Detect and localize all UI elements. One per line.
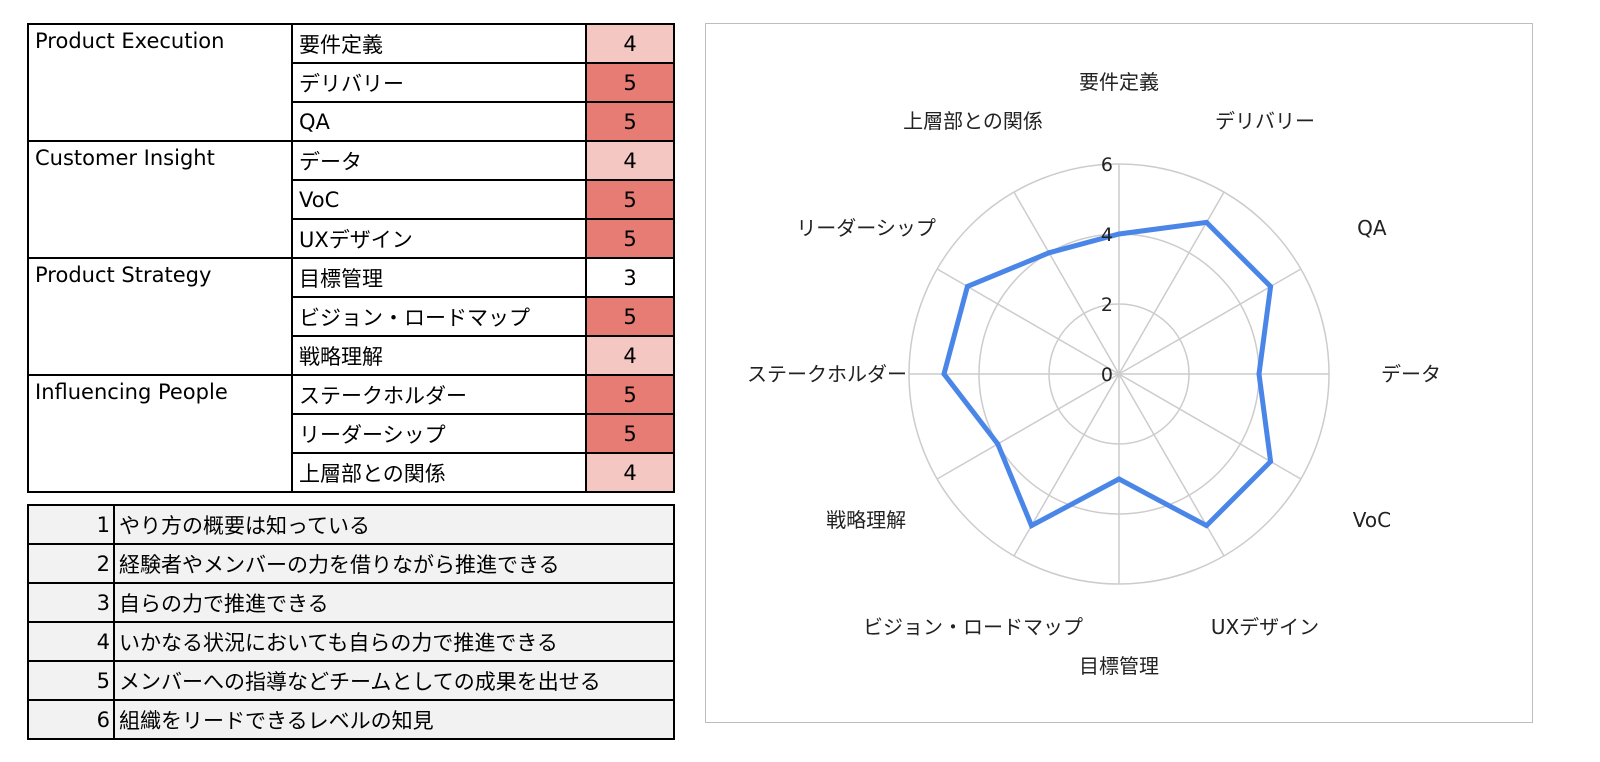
tick-label: 0 [1101, 364, 1113, 386]
axis-label: VoC [1353, 508, 1391, 532]
skill-row: Product Execution 要件定義 4 [27, 23, 675, 142]
level-number-cell: 5 [27, 660, 115, 701]
skill-name-cell: VoC [291, 179, 587, 220]
score-cell: 4 [585, 335, 675, 376]
skill-name-cell: 目標管理 [291, 257, 587, 298]
axis-label: QA [1357, 216, 1387, 240]
skill-name-cell: ビジョン・ロードマップ [291, 296, 587, 337]
tick-label: 4 [1101, 224, 1113, 246]
skill-row: Influencing People ステークホルダー 5 [27, 374, 675, 493]
legend-row: 5 メンバーへの指導などチームとしての成果を出せる [27, 660, 675, 701]
category-cell: Customer Insight [27, 140, 293, 259]
legend-row: 3 自らの力で推進できる [27, 582, 675, 623]
level-description-cell: いかなる状況においても自らの力で推進できる [113, 621, 675, 662]
score-cell: 5 [585, 296, 675, 337]
level-description-cell: 自らの力で推進できる [113, 582, 675, 623]
data-point [1204, 523, 1209, 529]
skill-row: VoC 5 [28, 179, 675, 220]
level-description-cell: やり方の概要は知っている [113, 504, 675, 545]
radar-chart-panel: 0 2 4 6 要件定義デリバリー QA データ VoC UXデザイン目標管理 ビジョン・ロードマ… [705, 23, 1533, 723]
level-number-cell: 4 [27, 621, 115, 662]
skill-row: UXデザイン 5 [28, 218, 675, 259]
grid-spoke [1118, 268, 1302, 375]
axis-label: UXデザイン [1211, 615, 1319, 639]
score-cell: 5 [585, 374, 675, 415]
grid-spoke [1118, 191, 1225, 375]
data-point [1204, 219, 1209, 225]
axis-label: 上層部との関係 [903, 109, 1043, 133]
legend-row: 4 いかなる状況においても自らの力で推進できる [27, 621, 675, 662]
skill-row: リーダーシップ 5 [28, 413, 675, 454]
data-point [1268, 284, 1274, 289]
skill-row: 戦略理解 4 [28, 335, 675, 376]
skills-table: Product Execution 要件定義 4 デリバリー 5 QA 5 Customer … [27, 23, 675, 493]
axis-label: ステークホルダー [747, 362, 907, 386]
skill-name-cell: 上層部との関係 [291, 452, 587, 493]
skill-name-cell: リーダーシップ [291, 413, 587, 454]
data-point [995, 441, 1001, 447]
grid-spoke [1013, 373, 1120, 557]
data-point [1116, 231, 1122, 237]
skill-name-cell: UXデザイン [291, 218, 587, 259]
axis-label: デリバリー [1215, 109, 1315, 133]
score-cell: 4 [585, 452, 675, 493]
level-number-cell: 3 [27, 582, 115, 623]
level-description-cell: 組織をリードできるレベルの知見 [113, 699, 675, 740]
score-cell: 4 [585, 23, 675, 64]
axis-label: 要件定義 [1079, 70, 1159, 94]
score-cell: 3 [585, 257, 675, 298]
data-point [1256, 371, 1262, 377]
level-description-cell: 経験者やメンバーの力を借りながら推進できる [113, 543, 675, 584]
grid-spoke [936, 268, 1120, 375]
data-point [964, 284, 970, 289]
skill-name-cell: ステークホルダー [291, 374, 587, 415]
skill-row: Product Strategy 目標管理 3 [27, 257, 675, 376]
legend-row: 2 経験者やメンバーの力を借りながら推進できる [27, 543, 675, 584]
data-point [1116, 476, 1122, 482]
skill-name-cell: QA [291, 101, 587, 142]
legend-row: 6 組織をリードできるレベルの知見 [27, 699, 675, 740]
axis-label: ビジョン・ロードマップ [863, 615, 1083, 639]
tick-label: 2 [1101, 294, 1113, 316]
level-legend-table: 1 やり方の概要は知っている 2 経験者やメンバーの力を借りながら推進できる 3 自らの力… [27, 504, 675, 740]
skill-row: Customer Insight データ 4 [27, 140, 675, 259]
score-cell: 5 [585, 179, 675, 220]
skill-name-cell: デリバリー [291, 62, 587, 103]
grid-spoke [1118, 373, 1302, 480]
axis-label: 目標管理 [1079, 654, 1159, 678]
skill-row: 上層部との関係 4 [28, 452, 675, 493]
level-description-cell: メンバーへの指導などチームとしての成果を出せる [113, 660, 675, 701]
score-cell: 5 [585, 413, 675, 454]
level-number-cell: 6 [27, 699, 115, 740]
data-point [941, 371, 947, 377]
category-cell: Influencing People [27, 374, 293, 493]
skill-name-cell: データ [291, 140, 587, 181]
axis-label: 戦略理解 [826, 508, 906, 532]
score-cell: 5 [585, 218, 675, 259]
tick-label: 6 [1101, 154, 1113, 176]
axis-label: データ [1381, 362, 1441, 386]
data-point [1046, 250, 1052, 256]
skill-name-cell: 戦略理解 [291, 335, 587, 376]
skill-row: デリバリー 5 [28, 62, 675, 103]
skill-row: ビジョン・ロードマップ 5 [28, 296, 675, 337]
skill-row: QA 5 [28, 101, 675, 142]
grid-spoke [936, 373, 1120, 480]
category-cell: Product Strategy [27, 257, 293, 376]
level-number-cell: 2 [27, 543, 115, 584]
grid-spoke [1118, 373, 1225, 557]
grid-spoke [1013, 191, 1120, 375]
score-cell: 5 [585, 62, 675, 103]
axis-label: リーダーシップ [796, 216, 936, 240]
legend-row: 1 やり方の概要は知っている [27, 504, 675, 545]
score-cell: 4 [585, 140, 675, 181]
score-cell: 5 [585, 101, 675, 142]
skill-name-cell: 要件定義 [291, 23, 587, 64]
level-number-cell: 1 [27, 504, 115, 545]
category-cell: Product Execution [27, 23, 293, 142]
data-point [1029, 523, 1034, 529]
data-point [1268, 459, 1274, 464]
